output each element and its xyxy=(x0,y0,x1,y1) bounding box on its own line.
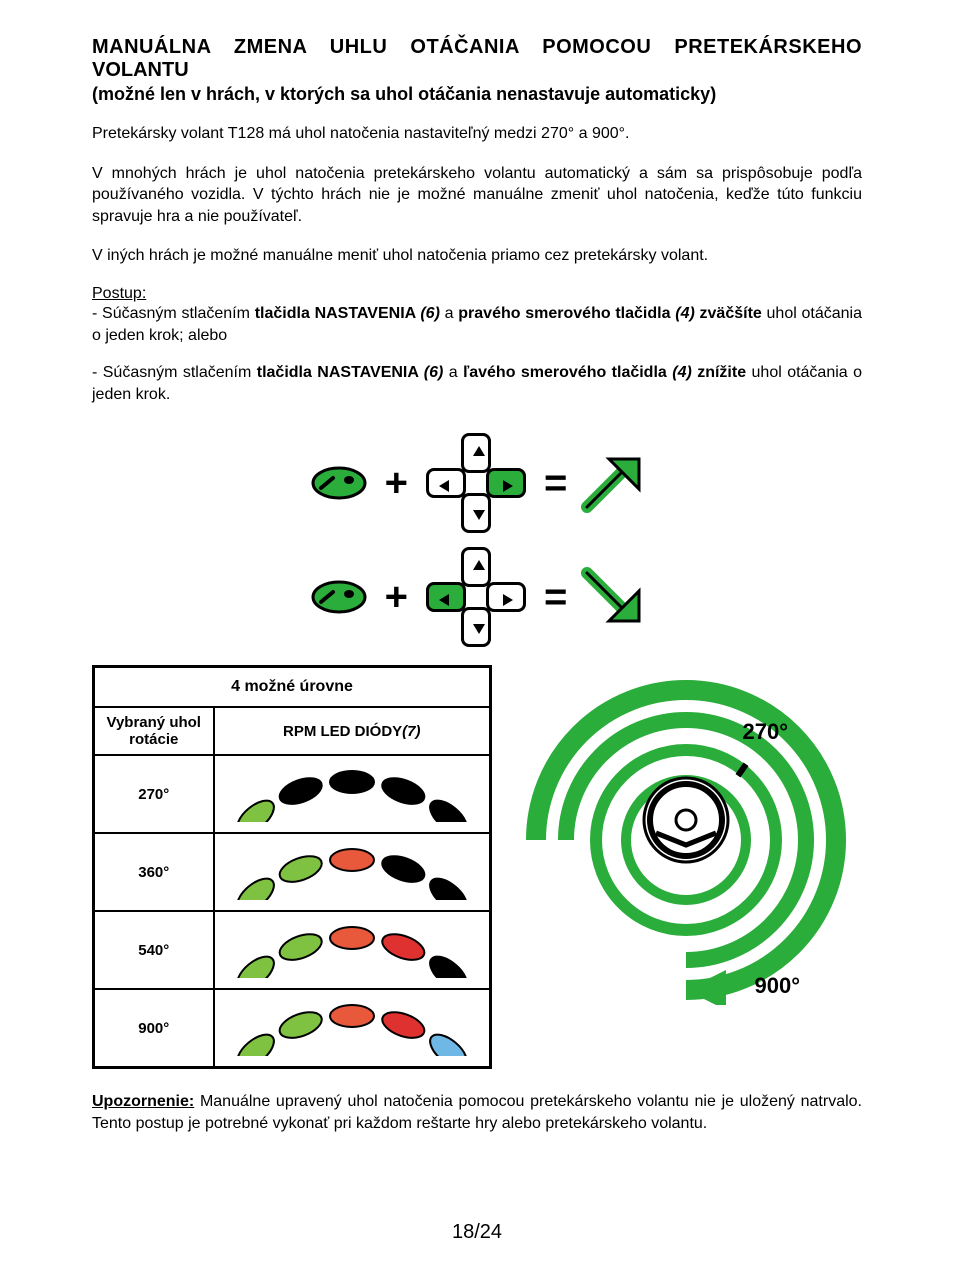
paragraph-3: V iných hrách je možné manuálne meniť uh… xyxy=(92,245,862,267)
page-title-line1: MANUÁLNA ZMENA UHLU OTÁČANIA POMOCOU PRE… xyxy=(92,36,862,59)
warning-paragraph: Upozornenie: Manuálne upravený uhol nato… xyxy=(92,1091,862,1134)
combo-increase-row: + = xyxy=(311,433,644,533)
table-col-led: RPM LED DIÓDY(7) xyxy=(214,707,491,755)
rotation-levels-table: 4 možné úrovne Vybraný uhol rotácie RPM … xyxy=(92,665,492,1069)
warning-label: Upozornenie: xyxy=(92,1093,194,1110)
table-row: 540° xyxy=(94,911,491,989)
spiral-label-270: 270° xyxy=(742,719,788,745)
settings-button-icon xyxy=(311,466,367,500)
equals-icon: = xyxy=(544,575,561,620)
procedure-step-2: - Súčasným stlačením tlačidla NASTAVENIA… xyxy=(92,362,862,405)
led-cell xyxy=(214,989,491,1068)
page-title-line2: VOLANTU xyxy=(92,59,862,82)
led-cell xyxy=(214,833,491,911)
paragraph-2: V mnohých hrách je uhol natočenia pretek… xyxy=(92,163,862,228)
dpad-right-icon xyxy=(426,433,526,533)
led-cell xyxy=(214,911,491,989)
page-subtitle: (možné len v hrách, v ktorých sa uhol ot… xyxy=(92,84,862,105)
plus-icon: + xyxy=(385,461,408,506)
table-row: 270° xyxy=(94,755,491,833)
rotation-spiral-diagram: 270° 900° xyxy=(516,665,856,1005)
spiral-label-900: 900° xyxy=(754,973,800,999)
table-row: 900° xyxy=(94,989,491,1068)
arrow-down-right-icon xyxy=(579,565,643,629)
plus-icon: + xyxy=(385,575,408,620)
settings-button-icon xyxy=(311,580,367,614)
button-combo-diagram: + = + = xyxy=(92,433,862,647)
angle-cell: 540° xyxy=(94,911,214,989)
paragraph-1: Pretekársky volant T128 má uhol natočeni… xyxy=(92,123,862,145)
angle-cell: 900° xyxy=(94,989,214,1068)
combo-decrease-row: + = xyxy=(311,547,644,647)
procedure-step-1: - Súčasným stlačením tlačidla NASTAVENIA… xyxy=(92,303,862,346)
table-header-merged: 4 možné úrovne xyxy=(94,667,491,708)
page-number: 18/24 xyxy=(0,1221,954,1244)
angle-cell: 270° xyxy=(94,755,214,833)
procedure-heading: Postup: xyxy=(92,285,862,303)
dpad-left-icon xyxy=(426,547,526,647)
equals-icon: = xyxy=(544,461,561,506)
arrow-up-right-icon xyxy=(579,451,643,515)
led-cell xyxy=(214,755,491,833)
angle-cell: 360° xyxy=(94,833,214,911)
table-col-angle: Vybraný uhol rotácie xyxy=(94,707,214,755)
table-row: 360° xyxy=(94,833,491,911)
